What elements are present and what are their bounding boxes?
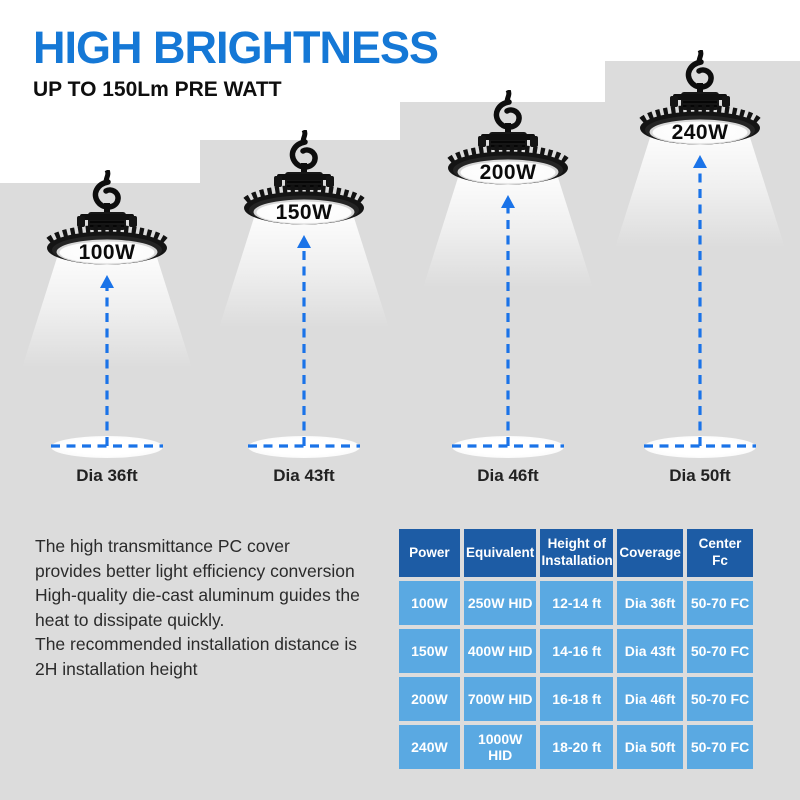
- wattage-label-240w: 240W: [671, 121, 729, 144]
- description-line: The high transmittance PC cover: [35, 536, 290, 556]
- cell-equivalent: 250W HID: [463, 581, 537, 625]
- header-line: Center: [698, 536, 742, 552]
- cell-height: 12-14 ft: [540, 581, 614, 625]
- column-header-height-of-installation: Height of Installation: [540, 529, 614, 577]
- cell-power: 150W: [399, 629, 460, 673]
- dashed-arrow-lines: [51, 167, 756, 448]
- cell-coverage: Dia 43ft: [617, 629, 684, 673]
- table-row: 100W 250W HID 12-14 ft Dia 36ft 50-70 FC: [399, 581, 753, 625]
- cell-height: 14-16 ft: [540, 629, 614, 673]
- table-row: 240W 1000W HID 18-20 ft Dia 50ft 50-70 F…: [399, 725, 753, 769]
- cell-coverage: Dia 50ft: [617, 725, 684, 769]
- header-line: Power: [409, 544, 450, 560]
- coverage-label-100w: Dia 36ft: [76, 466, 138, 485]
- page-title: HIGH BRIGHTNESS: [33, 22, 439, 73]
- coverage-ellipse-240w: [644, 436, 756, 458]
- header-line: Installation: [541, 553, 613, 568]
- cell-power: 200W: [399, 677, 460, 721]
- cell-power: 100W: [399, 581, 460, 625]
- cell-height: 18-20 ft: [540, 725, 614, 769]
- description-line: heat to dissipate quickly.: [35, 609, 225, 630]
- highbay-lamp-icon-240w: [639, 50, 761, 145]
- description-line: High-quality die-cast aluminum guides th…: [35, 585, 360, 605]
- cell-power: 240W: [399, 725, 460, 769]
- description-paragraph: The high transmittance PC cover provides…: [35, 534, 405, 681]
- cell-center-fc: 50-70 FC: [687, 725, 753, 769]
- column-header-center-fc: Center Fc: [687, 529, 753, 577]
- cell-center-fc: 50-70 FC: [687, 629, 753, 673]
- cell-coverage: Dia 46ft: [617, 677, 684, 721]
- table-row: 200W 700W HID 16-18 ft Dia 46ft 50-70 FC: [399, 677, 753, 721]
- wattage-label-100w: 100W: [78, 241, 136, 264]
- arrow-heads: [100, 155, 707, 288]
- cell-height: 16-18 ft: [540, 677, 614, 721]
- header-line: Fc: [712, 553, 728, 568]
- page-subtitle: UP TO 150Lm PRE WATT: [33, 78, 282, 101]
- cell-equivalent: 1000W HID: [463, 725, 537, 769]
- description-line: 2H installation height: [35, 658, 198, 679]
- table-header-row: Power Equivalent Height of Installation …: [399, 529, 753, 577]
- column-header-power: Power: [399, 529, 460, 577]
- cell-equivalent: 400W HID: [463, 629, 537, 673]
- coverage-label-200w: Dia 46ft: [477, 466, 539, 485]
- wattage-label-200w: 200W: [479, 161, 537, 184]
- table-row: 150W 400W HID 14-16 ft Dia 43ft 50-70 FC: [399, 629, 753, 673]
- coverage-label-240w: Dia 50ft: [669, 466, 731, 485]
- description-line: provides better light efficiency convers…: [35, 560, 355, 581]
- highbay-lamp-icon-200w: [447, 90, 569, 185]
- column-header-equivalent: Equivalent: [463, 529, 537, 577]
- column-header-coverage: Coverage: [617, 529, 684, 577]
- wattage-label-150w: 150W: [275, 201, 333, 224]
- coverage-ellipse-100w: [51, 436, 163, 458]
- highbay-lamp-icon-150w: [243, 130, 365, 225]
- spec-table: Power Equivalent Height of Installation …: [395, 525, 757, 773]
- header-line: Equivalent: [466, 544, 535, 560]
- coverage-ellipse-150w: [248, 436, 360, 458]
- cell-coverage: Dia 36ft: [617, 581, 684, 625]
- cell-equivalent: 700W HID: [463, 677, 537, 721]
- coverage-label-150w: Dia 43ft: [273, 466, 335, 485]
- header-line: Coverage: [619, 544, 681, 560]
- cell-center-fc: 50-70 FC: [687, 677, 753, 721]
- coverage-ellipse-200w: [452, 436, 564, 458]
- highbay-lamp-icon-100w: [46, 170, 168, 265]
- description-line: The recommended installation distance is: [35, 634, 357, 654]
- cell-center-fc: 50-70 FC: [687, 581, 753, 625]
- header-line: Height of: [547, 536, 607, 552]
